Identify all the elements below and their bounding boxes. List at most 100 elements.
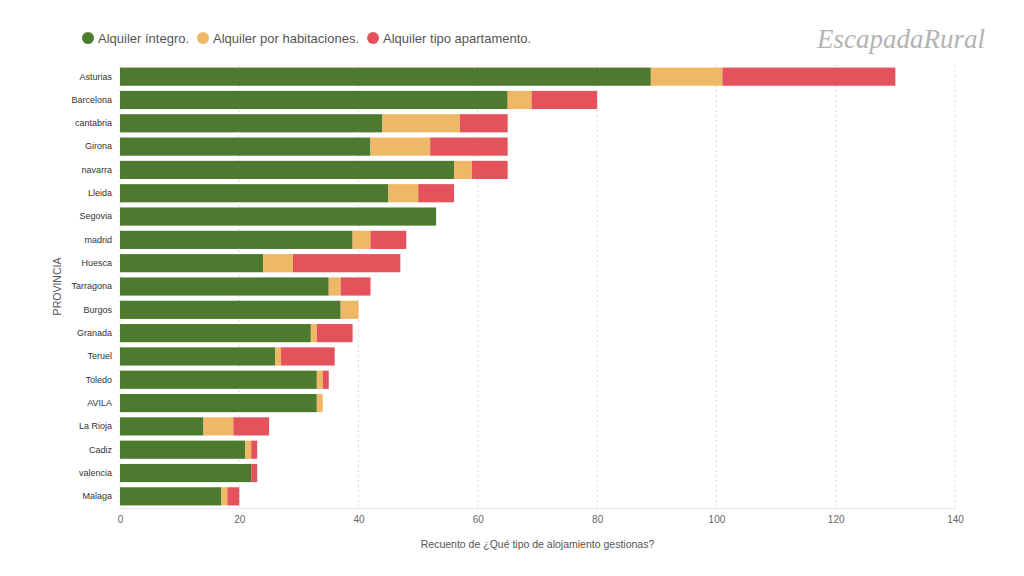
- bar: [120, 207, 436, 225]
- bar: [341, 277, 371, 295]
- tick: Granada: [77, 328, 112, 338]
- tick-label: 80: [592, 514, 604, 525]
- legend-swatch: [367, 32, 379, 44]
- tick: Segovia: [79, 211, 112, 221]
- grid-line: [955, 65, 956, 508]
- bar: [120, 487, 221, 505]
- bar: [358, 301, 359, 319]
- bar: [418, 184, 454, 202]
- tick: 40: [354, 508, 366, 525]
- category-label: navarra: [81, 165, 112, 175]
- bar: [430, 138, 508, 156]
- bar: [454, 161, 472, 179]
- tick: 80: [592, 508, 604, 525]
- bar: [532, 91, 598, 109]
- legend-swatch: [82, 32, 94, 44]
- bar: [120, 68, 651, 86]
- category-label: La Rioja: [79, 421, 112, 431]
- tick: La Rioja: [79, 421, 112, 431]
- bars: [120, 68, 895, 506]
- axis-line: [121, 508, 956, 509]
- tick: Cadiz: [89, 445, 113, 455]
- bar: [245, 441, 251, 459]
- tick: cantabria: [75, 118, 112, 128]
- category-label: Toledo: [85, 375, 112, 385]
- tick-label: 0: [118, 514, 124, 525]
- category-label: valencia: [79, 468, 112, 478]
- bar: [293, 254, 400, 272]
- bar: [120, 254, 263, 272]
- tick: 0: [118, 508, 124, 525]
- legend: Alquiler íntegro. Alquiler por habitacion…: [82, 31, 531, 46]
- tick-label: 140: [947, 514, 964, 525]
- bar: [120, 184, 388, 202]
- grid: [120, 65, 955, 508]
- chart: 020406080100120140AsturiasBarcelonacanta…: [0, 0, 1024, 576]
- bar: [120, 277, 329, 295]
- tick: AVILA: [87, 398, 112, 408]
- tick-label: 40: [354, 514, 366, 525]
- bar: [120, 371, 317, 389]
- legend-item: Alquiler tipo apartamento.: [367, 31, 531, 46]
- category-label: AVILA: [87, 398, 112, 408]
- bar: [472, 161, 508, 179]
- bar: [651, 68, 723, 86]
- tick-label: 20: [234, 514, 246, 525]
- category-label: Barcelona: [71, 95, 112, 105]
- legend-label: Alquiler por habitaciones.: [213, 31, 359, 46]
- grid-line: [597, 65, 598, 508]
- bar: [371, 231, 407, 249]
- bar: [353, 231, 371, 249]
- bar: [120, 347, 275, 365]
- bar: [317, 394, 323, 412]
- category-label: madrid: [84, 235, 112, 245]
- bar: [722, 68, 895, 86]
- category-label: Granada: [77, 328, 112, 338]
- bar: [317, 371, 323, 389]
- bar: [382, 114, 460, 132]
- tick: 100: [709, 508, 726, 525]
- tick: Burgos: [83, 305, 112, 315]
- tick-label: 60: [473, 514, 485, 525]
- tick: 140: [947, 508, 964, 525]
- category-label: Girona: [85, 141, 112, 151]
- legend-item: Alquiler íntegro.: [82, 31, 189, 46]
- plot: 020406080100120140AsturiasBarcelonacanta…: [71, 65, 964, 525]
- y-axis: AsturiasBarcelonacantabriaGironanavarraL…: [71, 72, 112, 502]
- series: [120, 68, 651, 506]
- bar: [251, 441, 257, 459]
- category-label: Teruel: [87, 351, 112, 361]
- bar: [322, 394, 323, 412]
- category-label: Lleida: [88, 188, 112, 198]
- legend-label: Alquiler íntegro.: [98, 31, 189, 46]
- bar: [227, 487, 239, 505]
- tick: Toledo: [85, 375, 112, 385]
- category-label: Segovia: [79, 211, 112, 221]
- x-axis: 0 20 40 60 80 100 120 140: [118, 508, 965, 525]
- series: [204, 68, 723, 506]
- bar: [460, 114, 508, 132]
- bar: [508, 91, 532, 109]
- grid-line: [716, 65, 717, 508]
- bar: [120, 138, 371, 156]
- bar: [341, 301, 359, 319]
- bar: [281, 347, 335, 365]
- bar: [120, 464, 251, 482]
- tick: madrid: [84, 235, 112, 245]
- bar: [120, 441, 245, 459]
- bar: [329, 277, 341, 295]
- legend-item: Alquiler por habitaciones.: [197, 31, 359, 46]
- tick: Malaga: [82, 491, 112, 501]
- bar: [120, 417, 204, 435]
- tick: Huesca: [81, 258, 112, 268]
- bar: [388, 184, 418, 202]
- bar: [233, 417, 269, 435]
- category-label: cantabria: [75, 118, 112, 128]
- category-label: Malaga: [82, 491, 112, 501]
- bar: [251, 464, 257, 482]
- category-label: Cadiz: [89, 445, 113, 455]
- bar: [120, 161, 454, 179]
- tick-label: 120: [828, 514, 845, 525]
- tick-label: 100: [709, 514, 726, 525]
- bar: [120, 114, 382, 132]
